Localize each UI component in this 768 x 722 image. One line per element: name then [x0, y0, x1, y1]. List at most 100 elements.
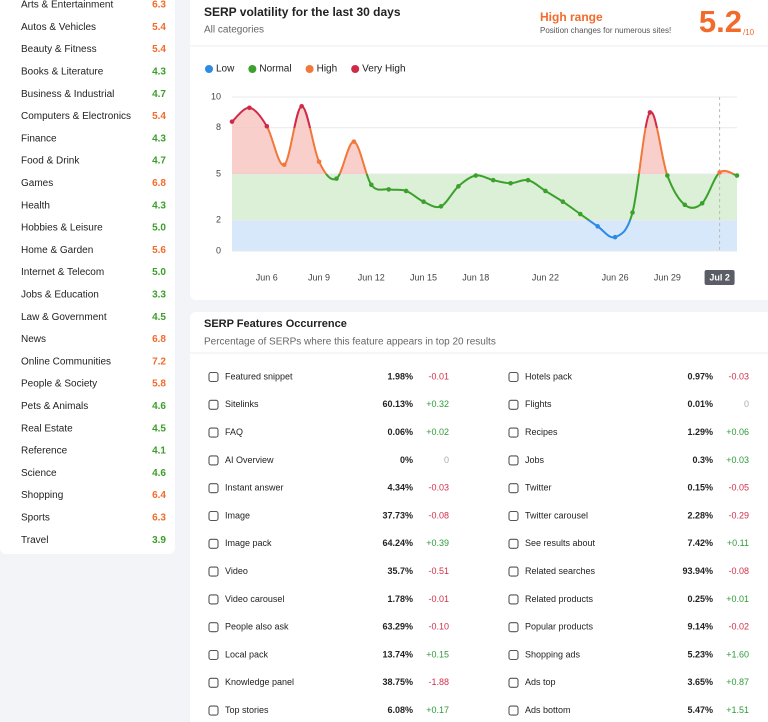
data-point	[403, 188, 409, 194]
feature-name: Knowledge panel	[225, 677, 294, 687]
feature-name: Twitter	[525, 483, 552, 493]
feature-name: Jobs	[525, 455, 545, 465]
category-score: 4.1	[152, 446, 166, 457]
feature-change: -0.01	[428, 594, 449, 604]
feature-value: 64.24%	[382, 538, 413, 548]
category-name: Pets & Animals	[21, 401, 88, 412]
range-note: Position changes for numerous sites!	[540, 26, 671, 35]
feature-value: 37.73%	[382, 510, 413, 520]
feature-value: 1.29%	[687, 427, 713, 437]
feature-name: Related searches	[525, 566, 596, 576]
data-point	[421, 199, 426, 205]
score-suffix: /10	[743, 28, 755, 37]
category-score: 6.3	[152, 0, 166, 11]
category-name: News	[21, 334, 46, 345]
feature-icon	[208, 510, 219, 522]
feature-change: +0.03	[726, 455, 749, 465]
feature-icon	[508, 427, 519, 438]
feature-name: Popular products	[525, 622, 594, 632]
features-card	[190, 312, 768, 722]
feature-value: 4.34%	[387, 483, 413, 493]
x-tick-label: Jun 6	[256, 272, 278, 282]
feature-icon	[208, 455, 219, 466]
feature-name: People also ask	[225, 622, 289, 632]
feature-name: Sitelinks	[225, 399, 259, 409]
x-tick-label: Jun 18	[462, 272, 489, 282]
feature-value: 0.06%	[387, 427, 413, 437]
score: 5.2	[699, 4, 742, 39]
category-score: 4.3	[152, 133, 166, 144]
feature-icon	[208, 677, 219, 688]
feature-change: +0.01	[726, 594, 749, 604]
feature-icon	[208, 427, 219, 438]
category-score: 3.9	[152, 535, 166, 546]
y-tick-label: 2	[216, 215, 221, 225]
feature-value: 0.97%	[687, 371, 713, 381]
feature-value: 0.01%	[687, 399, 713, 409]
category-name: Beauty & Fitness	[21, 44, 97, 55]
data-point	[264, 123, 270, 129]
x-tick-label: Jun 9	[308, 272, 330, 282]
category-score: 5.4	[152, 22, 166, 33]
category-score: 4.7	[152, 89, 166, 100]
category-score: 4.5	[152, 423, 166, 434]
category-name: Science	[21, 468, 57, 479]
feature-name: Featured snippet	[225, 371, 293, 381]
feature-value: 0.15%	[687, 483, 713, 493]
feature-icon	[208, 566, 219, 577]
x-tick-label: Jun 15	[410, 272, 437, 282]
data-point	[229, 119, 235, 124]
feature-name: Shopping ads	[525, 649, 581, 659]
data-point	[369, 182, 374, 188]
feature-value: 2.28%	[687, 510, 713, 520]
data-point	[386, 187, 392, 192]
feature-icon	[208, 594, 219, 605]
category-score: 6.8	[152, 334, 166, 345]
feature-change: -0.10	[428, 622, 449, 632]
feature-change: +0.87	[726, 677, 749, 687]
feature-change: +1.51	[726, 705, 749, 715]
feature-name: Flights	[525, 399, 552, 409]
category-name: Reference	[21, 446, 68, 457]
feature-change: -0.08	[728, 566, 749, 576]
data-point	[281, 162, 287, 168]
legend-dot	[351, 65, 360, 73]
x-tick-label: Jun 22	[532, 272, 559, 282]
feature-change: -0.05	[728, 483, 749, 493]
category-score: 6.8	[152, 178, 166, 189]
feature-name: Recipes	[525, 427, 558, 437]
feature-change: +0.15	[426, 649, 449, 659]
feature-change: 0	[444, 455, 449, 465]
feature-icon	[208, 483, 219, 494]
category-score: 3.3	[152, 290, 166, 301]
feature-value: 0.25%	[687, 594, 713, 604]
category-name: Home & Garden	[21, 245, 93, 256]
feature-icon	[508, 510, 519, 522]
category-name: Finance	[21, 133, 57, 144]
feature-change: -1.88	[428, 677, 449, 687]
category-name: Real Estate	[21, 423, 73, 434]
area-high	[232, 106, 737, 238]
data-point	[647, 110, 653, 115]
feature-icon	[508, 399, 519, 410]
feature-value: 6.08%	[387, 705, 413, 715]
feature-name: Local pack	[225, 649, 269, 659]
category-name: Hobbies & Leisure	[21, 223, 103, 234]
feature-name: Related products	[525, 594, 594, 604]
feature-change: -0.03	[728, 371, 749, 381]
feature-value: 5.47%	[687, 705, 713, 715]
y-tick-label: 0	[216, 245, 221, 255]
data-point	[612, 234, 618, 240]
feature-icon	[508, 705, 519, 716]
feature-icon	[508, 538, 519, 549]
feature-value: 0.3%	[692, 455, 713, 465]
feature-value: 13.74%	[382, 649, 413, 659]
category-score: 4.3	[152, 67, 166, 78]
category-name: Shopping	[21, 490, 63, 501]
feature-change: +0.06	[726, 427, 749, 437]
feature-value: 1.78%	[387, 594, 413, 604]
category-score: 5.6	[152, 245, 166, 256]
feature-value: 1.98%	[387, 371, 413, 381]
